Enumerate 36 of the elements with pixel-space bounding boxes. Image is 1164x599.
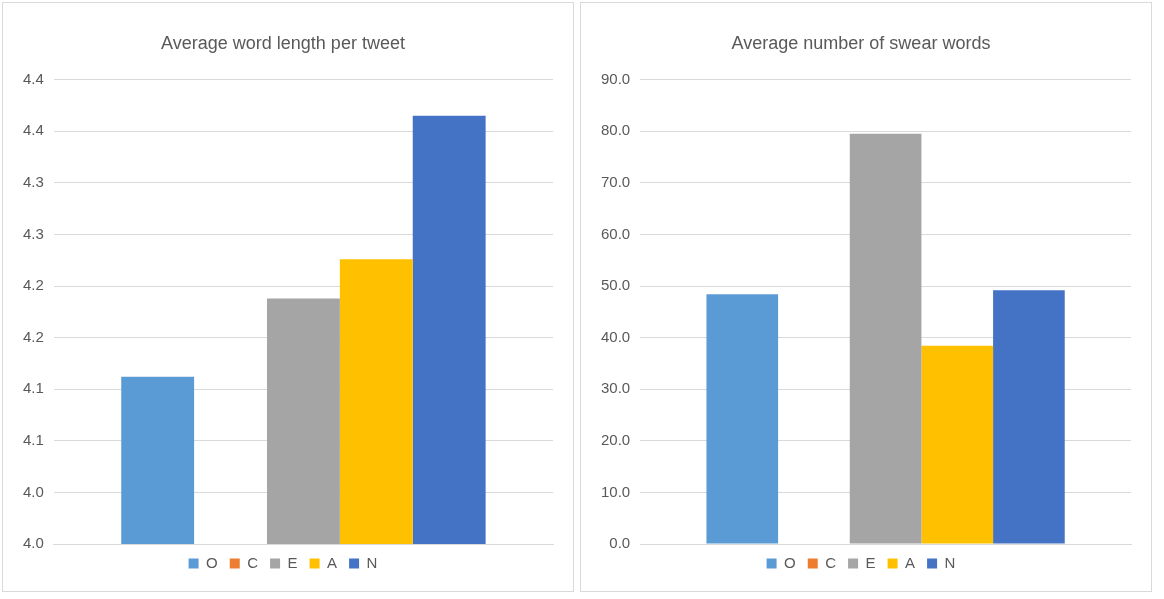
chart-title: Average word length per tweet [161, 32, 405, 53]
bar [993, 290, 1065, 544]
y-tick-label: 4.4 [22, 69, 44, 87]
y-tick-label: 4.2 [22, 327, 44, 345]
legend-label: E [287, 553, 298, 571]
y-tick-label: 4.2 [22, 276, 44, 294]
bar [921, 345, 994, 544]
legend-label: O [206, 553, 218, 571]
chart-title: Average number of swear words [731, 32, 991, 53]
legend-label: C [825, 553, 837, 571]
y-tick-label: 70.0 [600, 172, 631, 190]
legend-label: A [327, 553, 338, 571]
y-tick-label: 4.3 [22, 172, 44, 190]
y-tick-label: 4.3 [22, 224, 44, 242]
bar [849, 133, 922, 544]
y-tick-label: 0.0 [609, 534, 631, 552]
y-tick-label: 80.0 [600, 121, 631, 139]
legend-label: E [865, 553, 876, 571]
y-tick-label: 50.0 [600, 276, 631, 294]
y-tick-label: 30.0 [600, 379, 631, 397]
y-tick-label: 60.0 [600, 224, 631, 242]
y-tick-label: 4.0 [22, 482, 44, 500]
y-tick-label: 10.0 [600, 482, 631, 500]
y-tick-label: 4.1 [22, 430, 44, 448]
y-tick-label: 90.0 [600, 69, 631, 87]
legend-label: O [784, 553, 796, 571]
y-tick-label: 4.0 [22, 534, 44, 552]
legend-label: N [366, 553, 378, 571]
y-tick-label: 4.4 [22, 121, 44, 139]
bar [706, 294, 779, 544]
legend-label: C [247, 553, 259, 571]
legend-label: A [905, 553, 916, 571]
y-tick-label: 20.0 [600, 430, 631, 448]
legend-label: N [944, 553, 956, 571]
y-tick-label: 40.0 [600, 327, 631, 345]
y-tick-label: 4.1 [22, 379, 44, 397]
